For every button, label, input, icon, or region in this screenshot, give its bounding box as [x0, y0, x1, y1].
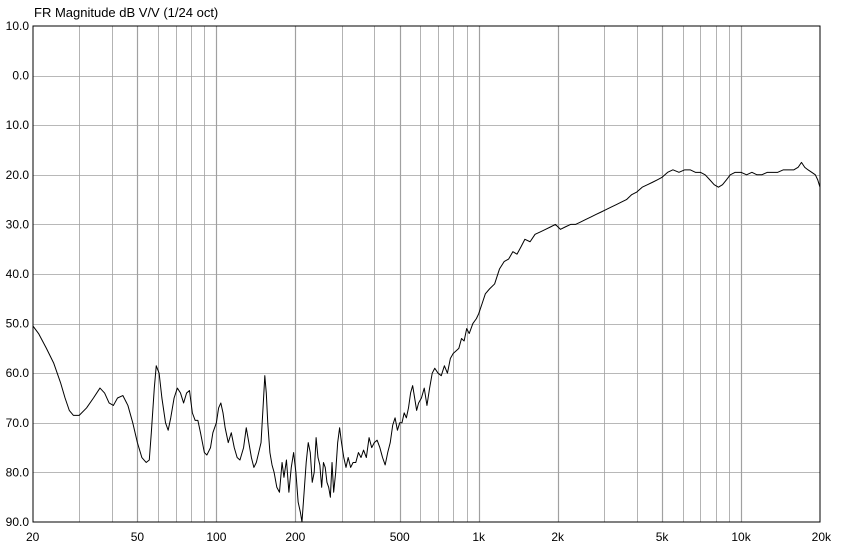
y-tick-label: 60.0: [6, 366, 30, 380]
y-tick-label: 30.0: [6, 217, 30, 231]
x-tick-label: 200: [285, 530, 305, 544]
y-tick-label: 10.0: [6, 118, 30, 132]
plot-frame: [32, 25, 821, 523]
series-line: [32, 161, 821, 523]
plot-area: [33, 26, 820, 522]
y-tick-label: 90.0: [6, 515, 30, 529]
y-tick-label: 10.0: [6, 19, 30, 33]
x-tick-label: 2k: [551, 530, 565, 544]
x-tick-label: 20k: [812, 530, 832, 544]
x-tick-label: 1k: [472, 530, 486, 544]
x-tick-label: 10k: [731, 530, 751, 544]
y-tick-label: 70.0: [6, 416, 30, 430]
y-tick-label: 0.0: [12, 69, 29, 83]
y-tick-label: 80.0: [6, 465, 30, 479]
y-tick-label: 40.0: [6, 267, 30, 281]
x-tick-label: 100: [206, 530, 226, 544]
y-tick-labels: 10.0 0.0 10.0 20.0 30.0 40.0 50.0 60.0 70.0 80.0 9…: [6, 19, 30, 529]
chart-title: FR Magnitude dB V/V (1/24 oct): [34, 5, 218, 20]
x-tick-label: 20: [26, 530, 40, 544]
x-tick-labels: 20 50 100 200 500 1k 2k 5k 10k 20k: [26, 530, 832, 544]
x-tick-label: 500: [390, 530, 410, 544]
grid: [33, 26, 820, 522]
x-tick-label: 50: [131, 530, 145, 544]
y-tick-label: 50.0: [6, 317, 30, 331]
series-group: [32, 161, 821, 523]
x-tick-label: 5k: [656, 530, 670, 544]
y-tick-label: 20.0: [6, 168, 30, 182]
